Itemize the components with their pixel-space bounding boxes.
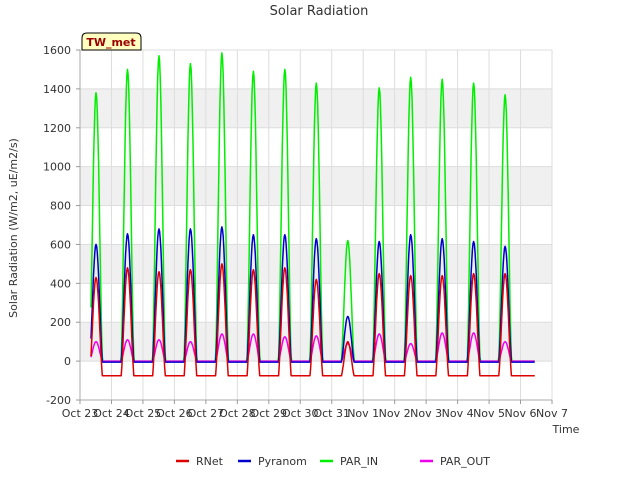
x-axis-label: Time	[552, 423, 580, 436]
grid-bands	[80, 50, 552, 400]
grid-band	[80, 244, 552, 284]
y-tick-label: 0	[64, 355, 71, 368]
x-tick-label: Oct 31	[313, 407, 350, 420]
x-tick-label: Oct 25	[125, 407, 162, 420]
grid-band	[80, 166, 552, 206]
legend-label: RNet	[196, 455, 224, 468]
y-tick-label: 400	[50, 277, 71, 290]
series-line-rnet	[90, 263, 535, 377]
x-tick-label: Nov 7	[536, 407, 568, 420]
x-tick-label: Oct 30	[282, 407, 319, 420]
y-axis: -200 0 200 400 600 800 1000 1200 1400 1600	[43, 44, 81, 407]
legend-item-par-out: PAR_OUT	[420, 455, 490, 468]
series-layer	[90, 52, 535, 377]
x-tick-label: Nov 1	[347, 407, 379, 420]
y-tick-label: -200	[46, 394, 71, 407]
y-tick-label: 200	[50, 316, 71, 329]
x-tick-label: Nov 5	[473, 407, 505, 420]
legend-label: PAR_OUT	[440, 455, 490, 468]
grid-band	[80, 322, 552, 362]
x-tick-label: Oct 23	[62, 407, 99, 420]
x-tick-label: Nov 4	[442, 407, 474, 420]
y-tick-label: 1200	[43, 122, 71, 135]
site-label: TW_met	[86, 36, 135, 49]
y-tick-label: 800	[50, 200, 71, 213]
y-tick-label: 1400	[43, 83, 71, 96]
y-tick-label: 600	[50, 238, 71, 251]
y-tick-label: 1000	[43, 161, 71, 174]
legend-label: Pyranom	[258, 455, 307, 468]
series-line-pyranom	[90, 226, 535, 363]
x-tick-label: Nov 6	[505, 407, 537, 420]
y-axis-label: Solar Radiation (W/m2, uE/m2/s)	[7, 138, 20, 318]
x-tick-label: Oct 26	[156, 407, 193, 420]
legend: RNet Pyranom PAR_IN PAR_OUT	[176, 455, 490, 468]
x-tick-label: Oct 27	[188, 407, 225, 420]
legend-label: PAR_IN	[340, 455, 378, 468]
x-tick-label: Oct 29	[251, 407, 288, 420]
legend-item-par-in: PAR_IN	[320, 455, 378, 468]
site-label-box: TW_met	[81, 32, 142, 51]
x-tick-label: Nov 2	[379, 407, 411, 420]
x-tick-label: Oct 24	[93, 407, 130, 420]
x-tick-label: Nov 3	[410, 407, 442, 420]
legend-item-rnet: RNet	[176, 455, 224, 468]
y-tick-label: 1600	[43, 44, 71, 57]
gridlines	[79, 49, 553, 401]
x-tick-label: Oct 28	[219, 407, 256, 420]
legend-item-pyranom: Pyranom	[238, 455, 307, 468]
chart-title: Solar Radiation	[270, 4, 369, 19]
